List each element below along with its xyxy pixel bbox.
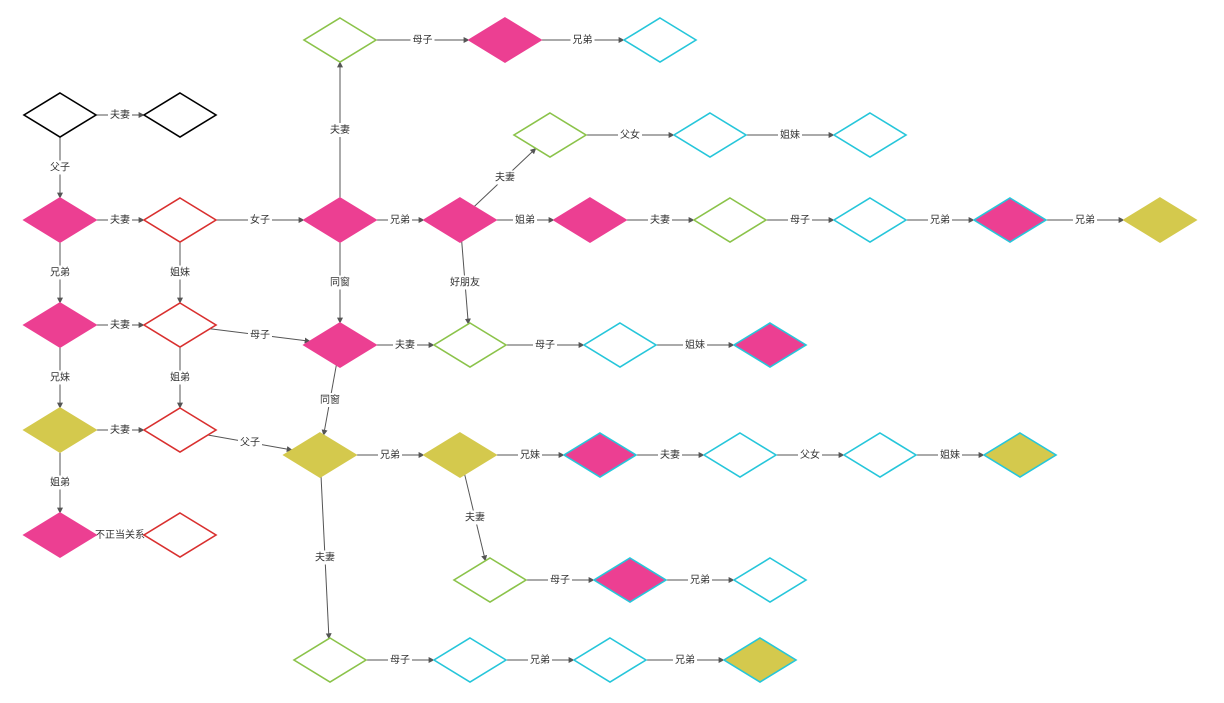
edge-label: 兄弟 bbox=[530, 654, 550, 666]
node-r3c7 bbox=[984, 433, 1056, 477]
node-r3c2 bbox=[284, 433, 356, 477]
node-r45c5 bbox=[734, 558, 806, 602]
edge-label: 姐弟 bbox=[50, 476, 70, 489]
node-r3c4 bbox=[564, 433, 636, 477]
node-r4c0 bbox=[24, 513, 96, 557]
edge-label: 兄弟 bbox=[930, 214, 950, 226]
edge-label: 夫妻 bbox=[110, 108, 130, 121]
node-r2c2 bbox=[304, 323, 376, 367]
edge-label: 夫妻 bbox=[330, 123, 350, 136]
edge-label: 父子 bbox=[240, 437, 260, 449]
edge-label: 夫妻 bbox=[395, 338, 415, 351]
node-r2c0 bbox=[24, 303, 96, 347]
edge-label: 夫妻 bbox=[110, 213, 130, 226]
node-r3c3 bbox=[424, 433, 496, 477]
node-r2c1 bbox=[144, 303, 216, 347]
edge-label: 夫妻 bbox=[315, 551, 335, 564]
node-r5c4 bbox=[574, 638, 646, 682]
node-r5c5 bbox=[724, 638, 796, 682]
edge-label: 母子 bbox=[250, 329, 270, 341]
node-r3c1 bbox=[144, 408, 216, 452]
edge-label: 母子 bbox=[790, 214, 810, 226]
node-r1c4 bbox=[554, 198, 626, 242]
edge-label: 夫妻 bbox=[465, 511, 485, 524]
edge-label: 兄弟 bbox=[390, 214, 410, 226]
relationship-diagram: 夫妻父子母子兄弟夫妻父女姐妹夫妻夫妻女子兄弟姐弟夫妻母子兄弟兄弟兄弟姐妹同窗好朋… bbox=[0, 0, 1224, 703]
edge-label: 姐妹 bbox=[170, 266, 190, 279]
node-r2c3 bbox=[434, 323, 506, 367]
edge-label: 不正当关系 bbox=[95, 528, 145, 541]
node-r08c4 bbox=[514, 113, 586, 157]
node-r1c7 bbox=[974, 198, 1046, 242]
edge-label: 母子 bbox=[390, 654, 410, 666]
nodes-layer bbox=[24, 18, 1196, 682]
edges-layer: 夫妻父子母子兄弟夫妻父女姐妹夫妻夫妻女子兄弟姐弟夫妻母子兄弟兄弟兄弟姐妹同窗好朋… bbox=[48, 33, 1124, 667]
edge-label: 姐妹 bbox=[940, 448, 960, 461]
edge-label: 母子 bbox=[535, 339, 555, 351]
edge-label: 母子 bbox=[550, 574, 570, 586]
edge-label: 母子 bbox=[413, 34, 433, 46]
node-r5c2 bbox=[294, 638, 366, 682]
edge-label: 姐妹 bbox=[780, 128, 800, 141]
node-r5c3 bbox=[434, 638, 506, 682]
edge-label: 姐弟 bbox=[515, 213, 535, 226]
edge-label: 好朋友 bbox=[450, 276, 480, 289]
edge-label: 父女 bbox=[800, 448, 820, 461]
edge-label: 兄弟 bbox=[380, 449, 400, 461]
edge-label: 兄妹 bbox=[520, 449, 540, 461]
node-r3c6 bbox=[844, 433, 916, 477]
edge-label: 兄弟 bbox=[690, 574, 710, 586]
node-r0c0 bbox=[24, 93, 96, 137]
node-r05c3 bbox=[469, 18, 541, 62]
node-r1c3 bbox=[424, 198, 496, 242]
node-r1c5 bbox=[694, 198, 766, 242]
node-r2c5 bbox=[734, 323, 806, 367]
node-r08c6 bbox=[834, 113, 906, 157]
node-r2c4 bbox=[584, 323, 656, 367]
node-r0c1 bbox=[144, 93, 216, 137]
node-r1c6 bbox=[834, 198, 906, 242]
node-r05c4 bbox=[624, 18, 696, 62]
edge-label: 夫妻 bbox=[660, 448, 680, 461]
edge-label: 兄弟 bbox=[675, 654, 695, 666]
edge-label: 夫妻 bbox=[110, 318, 130, 331]
node-r45c3 bbox=[454, 558, 526, 602]
edge-label: 兄妹 bbox=[50, 372, 70, 384]
node-r4c1 bbox=[144, 513, 216, 557]
edge-label: 同窗 bbox=[330, 276, 350, 289]
edge-label: 女子 bbox=[250, 213, 270, 226]
node-r1c1 bbox=[144, 198, 216, 242]
edge-label: 夫妻 bbox=[650, 213, 670, 226]
node-r3c5 bbox=[704, 433, 776, 477]
node-r05c2 bbox=[304, 18, 376, 62]
edge-label: 姐妹 bbox=[685, 338, 705, 351]
node-r08c5 bbox=[674, 113, 746, 157]
edge-label: 姐弟 bbox=[170, 371, 190, 384]
node-r45c4 bbox=[594, 558, 666, 602]
node-r1c2 bbox=[304, 198, 376, 242]
node-r1c8 bbox=[1124, 198, 1196, 242]
edge-label: 夫妻 bbox=[495, 171, 515, 184]
edge-label: 父女 bbox=[620, 128, 640, 141]
edge-label: 同窗 bbox=[320, 393, 340, 406]
edge-label: 夫妻 bbox=[110, 423, 130, 436]
edge-label: 兄弟 bbox=[1075, 214, 1095, 226]
node-r3c0 bbox=[24, 408, 96, 452]
edge-label: 父子 bbox=[50, 162, 70, 174]
node-r1c0 bbox=[24, 198, 96, 242]
edge-label: 兄弟 bbox=[573, 34, 593, 46]
edge-label: 兄弟 bbox=[50, 267, 70, 279]
